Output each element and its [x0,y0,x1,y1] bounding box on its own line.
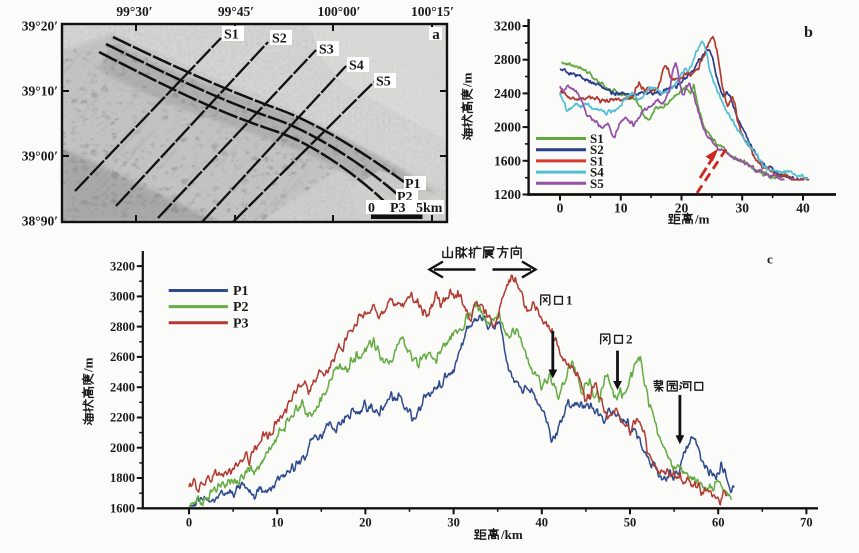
svg-text:2400: 2400 [110,380,135,394]
svg-text:5km: 5km [416,201,443,216]
svg-text:P3: P3 [233,316,249,331]
svg-text:10: 10 [614,201,628,216]
svg-text:1600: 1600 [110,502,135,516]
svg-text:/km: /km [500,527,523,542]
svg-text:20: 20 [675,201,689,216]
svg-text:S1: S1 [224,28,239,43]
svg-text:0: 0 [186,516,192,530]
svg-text:/m: /m [694,212,710,227]
svg-text:30: 30 [447,516,460,530]
svg-text:S5: S5 [590,176,604,191]
svg-text:3000: 3000 [110,290,135,304]
svg-text:P1: P1 [405,177,421,192]
svg-text:0: 0 [557,201,564,216]
svg-text:99°30′: 99°30′ [116,4,152,19]
svg-text:1600: 1600 [494,153,521,168]
svg-text:100°00′: 100°00′ [318,4,361,19]
svg-text:P1: P1 [233,284,249,299]
svg-text:60: 60 [712,516,725,530]
svg-text:S4: S4 [349,59,364,74]
svg-text:1800: 1800 [110,471,135,485]
svg-text:a: a [432,27,440,43]
svg-text:/m: /m [81,357,96,373]
svg-text:c: c [767,252,773,267]
svg-text:3200: 3200 [110,259,135,273]
svg-text:1200: 1200 [494,187,521,202]
svg-text:b: b [804,24,813,41]
svg-text:38°90′: 38°90′ [22,214,58,229]
svg-text:/m: /m [460,72,475,88]
svg-text:3200: 3200 [494,19,521,34]
svg-text:0: 0 [368,201,375,216]
svg-text:2400: 2400 [494,86,521,101]
svg-text:1: 1 [566,293,573,308]
svg-text:100°15′: 100°15′ [411,4,454,19]
svg-text:2800: 2800 [494,52,521,67]
svg-text:30: 30 [735,201,749,216]
svg-text:99°45′: 99°45′ [218,4,254,19]
svg-text:S1: S1 [590,131,604,146]
svg-text:50: 50 [624,516,637,530]
svg-text:40: 40 [796,201,810,216]
svg-text:2200: 2200 [110,411,135,425]
svg-text:S2: S2 [272,32,287,47]
svg-text:2000: 2000 [494,120,521,135]
svg-text:2: 2 [626,332,633,347]
svg-text:S3: S3 [319,43,334,58]
svg-text:S2: S2 [590,142,604,157]
svg-text:39°20′: 39°20′ [22,19,58,34]
svg-text:39°10′: 39°10′ [22,84,58,99]
svg-text:2000: 2000 [110,441,135,455]
svg-text:70: 70 [800,516,813,530]
svg-text:20: 20 [359,516,372,530]
svg-text:S1: S1 [590,153,604,168]
svg-text:2800: 2800 [110,320,135,334]
svg-text:S5: S5 [376,75,391,90]
svg-text:S4: S4 [590,165,604,180]
svg-text:39°00′: 39°00′ [22,149,58,164]
svg-text:40: 40 [536,516,549,530]
svg-text:P3: P3 [390,201,406,216]
svg-text:P2: P2 [233,300,249,315]
svg-text:2600: 2600 [110,350,135,364]
svg-text:10: 10 [271,516,284,530]
